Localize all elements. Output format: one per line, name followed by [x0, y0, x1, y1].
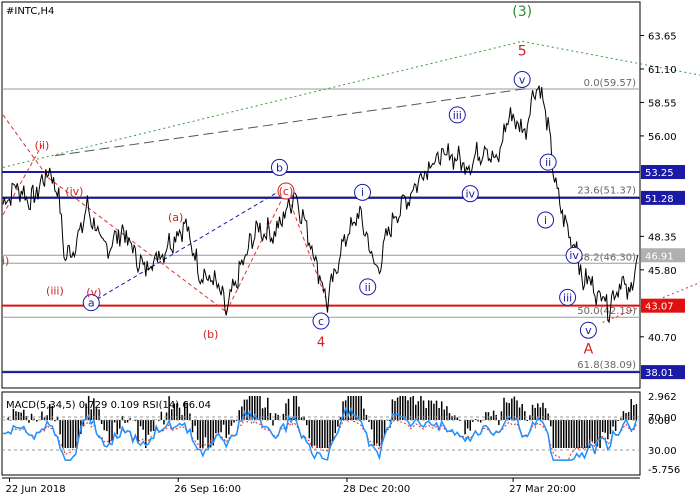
wave-label-circle [539, 153, 557, 171]
x-tick-label: 26 Sep 16:00 [174, 484, 241, 495]
y-tick-label: 61.10 [648, 65, 677, 76]
price-panel-frame [1, 1, 641, 389]
wave-label: (a) [168, 211, 183, 224]
wave-label: c [318, 315, 324, 328]
level-tag-label: 46.91 [645, 251, 674, 262]
indicator-layer: 2.962 70.000.00 30.00 -5.756 [2, 392, 680, 476]
wave-label-circle [537, 211, 555, 229]
plot-frame [1, 1, 641, 479]
wave-label-circle [354, 183, 372, 201]
indicator-tick-label: 2.962 [648, 392, 677, 403]
axis-layer: 63.65 61.10 58.55 56.00 48.35 45.80 40.70 22 Ju… [5, 31, 676, 495]
trend-line [91, 190, 280, 304]
wave-label-circle [559, 288, 577, 306]
trend-line [48, 177, 227, 313]
wave-label-circle [277, 182, 295, 200]
wave-label: ii [365, 281, 371, 294]
wave-label: b [276, 161, 283, 174]
y-tick-label: 56.00 [648, 132, 677, 143]
wave-label: ii [545, 156, 551, 169]
label-layer: (3)5viiiiviiiiviiivAbc4iii(c)a(a)(b)(ii)… [2, 4, 597, 358]
wave-label: v [585, 324, 592, 337]
x-tick-label: 22 Jun 2018 [5, 484, 65, 495]
wave-label-circle [270, 158, 288, 176]
level-tag [641, 165, 685, 180]
trend-layer [2, 40, 700, 323]
wave-label: (b) [203, 328, 219, 341]
indicator-tick-label: 30.00 [648, 446, 677, 457]
wave-label-circle [579, 321, 597, 339]
indicator-tick-label: 0.00 [648, 416, 670, 427]
level-tag [641, 248, 685, 263]
wave-label: iii [563, 291, 572, 304]
wave-label-circle [513, 70, 531, 88]
wave-label: i [361, 186, 364, 199]
trend-line [602, 281, 700, 323]
trend-line [285, 190, 328, 303]
wave-label: iii [453, 109, 462, 122]
indicator-tick-label: -5.756 [648, 465, 680, 476]
indicator-panel-frame [1, 391, 641, 476]
level-tag-label: 43.07 [645, 302, 674, 313]
level-tag-label: 38.01 [645, 368, 674, 379]
wave-label: (iii) [46, 285, 64, 298]
fib-level-label: 61.8(38.09) [577, 360, 636, 371]
symbol-label: #INTC,H4 [6, 6, 54, 17]
wave-label-circle [448, 106, 466, 124]
wave-label: (v) [86, 286, 101, 299]
trend-line [54, 88, 527, 157]
rsi-line [2, 406, 638, 461]
wave-label: iv [569, 249, 579, 262]
y-tick-label: 45.80 [648, 266, 677, 277]
wave-label: iv [465, 188, 475, 201]
fib-level-label: 23.6(51.37) [577, 186, 636, 197]
y-tick-label: 48.35 [648, 232, 677, 243]
wave-label: (c) [279, 185, 294, 198]
price-layer [2, 85, 639, 324]
fib-level-label: 50.0(42.19) [577, 306, 636, 317]
wave-label-circle [565, 246, 583, 264]
wave-label: 4 [317, 336, 325, 351]
wave-label-circle [82, 294, 100, 312]
indicator-label: MACD(5,34,5) 0.729 0.109 RSI(14) 66.04 [6, 400, 211, 411]
y-tick-label: 63.65 [648, 31, 677, 42]
wave-label: v [519, 73, 526, 86]
fib-level-label: 0.0(59.57) [584, 78, 636, 89]
x-tick-label: 27 Mar 20:00 [509, 484, 576, 495]
wave-label: i) [2, 254, 9, 267]
trend-line [2, 40, 523, 168]
level-tag [641, 365, 685, 380]
wave-label: (iv) [65, 185, 83, 198]
wave-label: (3) [512, 4, 532, 20]
wave-label-circle [359, 278, 377, 296]
indicator-tick-label: 70.00 [648, 413, 677, 424]
wave-label: i [544, 214, 547, 227]
wave-label-circle [312, 312, 330, 330]
wave-label: 5 [518, 43, 527, 59]
wave-label: A [584, 342, 594, 358]
wave-label: a [88, 297, 95, 310]
level-tag [641, 298, 685, 313]
y-tick-label: 58.55 [648, 98, 677, 109]
wave-label: (ii) [35, 139, 50, 152]
level-tag-label: 53.25 [645, 168, 674, 179]
level-tag-label: 51.28 [645, 194, 674, 205]
trend-line [2, 144, 43, 215]
wave-label-circle [461, 185, 479, 203]
trend-line [225, 190, 287, 313]
fib-level-label: 38.2(46.30) [577, 252, 636, 263]
price-series-line [2, 85, 639, 324]
y-tick-label: 40.70 [648, 333, 677, 344]
level-tag [641, 190, 685, 205]
x-tick-label: 28 Dec 20:00 [343, 484, 410, 495]
trend-line [2, 114, 49, 179]
